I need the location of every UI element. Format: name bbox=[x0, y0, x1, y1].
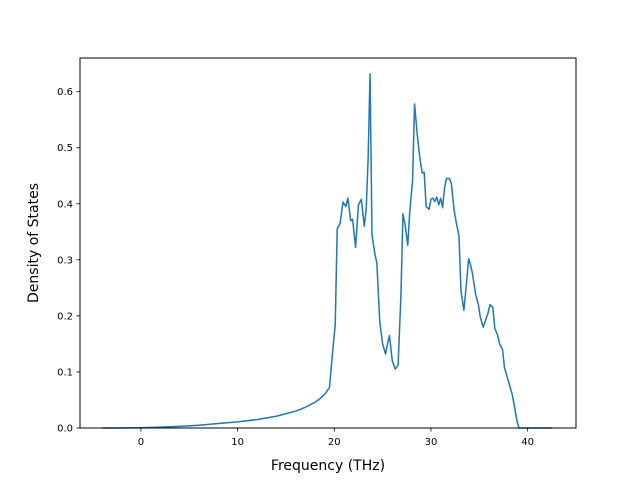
y-tick-label: 0.3 bbox=[57, 255, 73, 266]
plot-frame bbox=[79, 57, 577, 429]
y-tick-label: 0.6 bbox=[57, 87, 73, 98]
y-tick-label: 0.1 bbox=[57, 367, 73, 378]
x-tick-label: 30 bbox=[425, 437, 438, 448]
y-tick-label: 0.0 bbox=[57, 424, 73, 435]
x-tick-label: 40 bbox=[521, 437, 534, 448]
y-tick-label: 0.4 bbox=[57, 199, 73, 210]
x-tick-label: 0 bbox=[138, 437, 144, 448]
x-tick-label: 10 bbox=[231, 437, 244, 448]
x-tick-label: 20 bbox=[328, 437, 341, 448]
y-axis-label: Density of States bbox=[26, 183, 42, 303]
x-axis-label: Frequency (THz) bbox=[271, 458, 385, 474]
series-line-0 bbox=[102, 72, 552, 429]
x-axis-ticks: 0 10 20 30 40 bbox=[138, 428, 534, 448]
y-tick-label: 0.5 bbox=[57, 143, 73, 154]
y-axis-ticks: 0.0 0.1 0.2 0.3 0.4 0.5 0.6 bbox=[57, 87, 80, 435]
y-tick-label: 0.2 bbox=[57, 311, 73, 322]
plot-area bbox=[80, 58, 576, 428]
series-layer bbox=[102, 72, 552, 429]
